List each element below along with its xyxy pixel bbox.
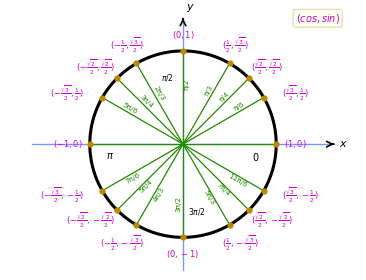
Text: $x$: $x$ [339, 139, 348, 149]
Text: $(-\frac{\sqrt{2}}{2},\frac{\sqrt{2}}{2})$: $(-\frac{\sqrt{2}}{2},\frac{\sqrt{2}}{2}… [76, 58, 115, 77]
Text: $(\frac{\sqrt{3}}{2},\frac{1}{2})$: $(\frac{\sqrt{3}}{2},\frac{1}{2})$ [282, 83, 309, 102]
Text: 5π/6: 5π/6 [122, 102, 139, 115]
Text: $(\frac{1}{2},\frac{\sqrt{3}}{2})$: $(\frac{1}{2},\frac{\sqrt{3}}{2})$ [222, 36, 249, 55]
Text: $(-\frac{\sqrt{3}}{2},\frac{1}{2})$: $(-\frac{\sqrt{3}}{2},\frac{1}{2})$ [51, 83, 84, 102]
Text: 3π/2: 3π/2 [176, 196, 182, 212]
Text: $y$: $y$ [186, 2, 195, 14]
Text: $0$: $0$ [252, 151, 259, 163]
Text: $(\frac{\sqrt{2}}{2},\frac{\sqrt{2}}{2})$: $(\frac{\sqrt{2}}{2},\frac{\sqrt{2}}{2})… [251, 58, 283, 77]
Text: $\pi$: $\pi$ [106, 151, 114, 161]
Text: 3π/4: 3π/4 [139, 94, 154, 109]
Text: $(\frac{\sqrt{2}}{2},-\frac{\sqrt{2}}{2})$: $(\frac{\sqrt{2}}{2},-\frac{\sqrt{2}}{2}… [251, 211, 293, 230]
Text: 4π/3: 4π/3 [152, 186, 165, 203]
Text: 5π/4: 5π/4 [139, 179, 154, 195]
Text: 5π/3: 5π/3 [202, 190, 216, 206]
Text: 7π/4: 7π/4 [215, 182, 231, 198]
Text: $(0,1)$: $(0,1)$ [172, 29, 194, 41]
Text: $(cos, sin)$: $(cos, sin)$ [295, 12, 340, 25]
Text: 11π/6: 11π/6 [227, 172, 248, 188]
Text: π/2: π/2 [184, 79, 190, 90]
Text: $(-1,0)$: $(-1,0)$ [53, 138, 82, 150]
Text: $(-\frac{1}{2},-\frac{\sqrt{3}}{2})$: $(-\frac{1}{2},-\frac{\sqrt{3}}{2})$ [100, 233, 144, 253]
Text: $(-\frac{1}{2},\frac{\sqrt{3}}{2})$: $(-\frac{1}{2},\frac{\sqrt{3}}{2})$ [110, 36, 144, 55]
Text: $(-\frac{\sqrt{2}}{2},-\frac{\sqrt{2}}{2})$: $(-\frac{\sqrt{2}}{2},-\frac{\sqrt{2}}{2… [66, 211, 115, 230]
Text: $(\frac{1}{2},-\frac{\sqrt{3}}{2})$: $(\frac{1}{2},-\frac{\sqrt{3}}{2})$ [222, 233, 259, 253]
Text: $(-\frac{\sqrt{3}}{2},-\frac{1}{2})$: $(-\frac{\sqrt{3}}{2},-\frac{1}{2})$ [40, 186, 84, 205]
Text: $(\frac{\sqrt{3}}{2},-\frac{1}{2})$: $(\frac{\sqrt{3}}{2},-\frac{1}{2})$ [282, 186, 319, 205]
Text: $3\pi/2$: $3\pi/2$ [188, 206, 205, 217]
Text: 2π/3: 2π/3 [152, 85, 165, 102]
Text: $\pi/2$: $\pi/2$ [161, 71, 174, 83]
Text: π/6: π/6 [232, 101, 246, 113]
Text: $(0,-1)$: $(0,-1)$ [167, 248, 199, 260]
Text: $(1,0)$: $(1,0)$ [284, 138, 306, 150]
Text: π/4: π/4 [219, 90, 231, 102]
Text: π/3: π/3 [204, 84, 215, 97]
Text: 7π/6: 7π/6 [124, 171, 141, 185]
